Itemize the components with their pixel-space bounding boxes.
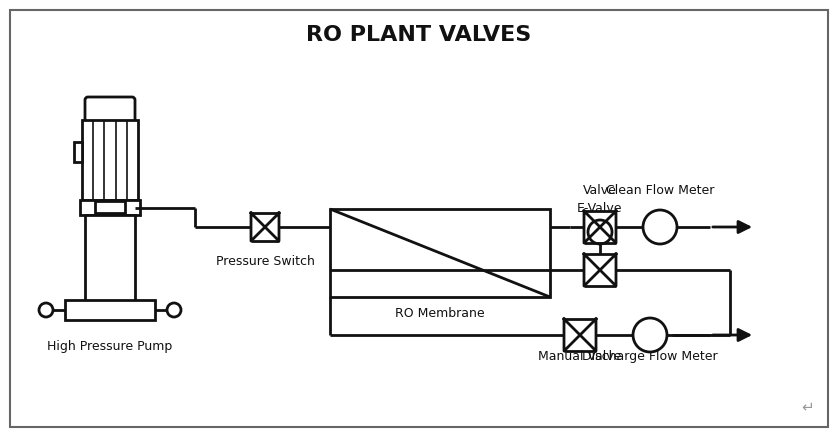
- Bar: [330, 209, 550, 297]
- Text: E-Valve: E-Valve: [577, 202, 623, 215]
- Text: High Pressure Pump: High Pressure Pump: [48, 340, 173, 353]
- Text: Valve: Valve: [583, 184, 617, 197]
- Bar: [95, 201, 125, 213]
- Bar: [85, 215, 135, 305]
- Text: Discharge Flow Meter: Discharge Flow Meter: [582, 350, 718, 363]
- Bar: [82, 120, 138, 200]
- Text: Manual Valve: Manual Valve: [538, 350, 622, 363]
- Bar: [80, 200, 140, 215]
- Bar: [65, 300, 155, 320]
- Text: Pressure Switch: Pressure Switch: [215, 255, 314, 268]
- Text: Clean Flow Meter: Clean Flow Meter: [606, 184, 714, 197]
- Bar: [74, 142, 82, 162]
- Text: ↵: ↵: [802, 399, 815, 415]
- Text: RO PLANT VALVES: RO PLANT VALVES: [307, 25, 531, 45]
- Text: RO Membrane: RO Membrane: [396, 307, 485, 320]
- FancyBboxPatch shape: [85, 97, 135, 123]
